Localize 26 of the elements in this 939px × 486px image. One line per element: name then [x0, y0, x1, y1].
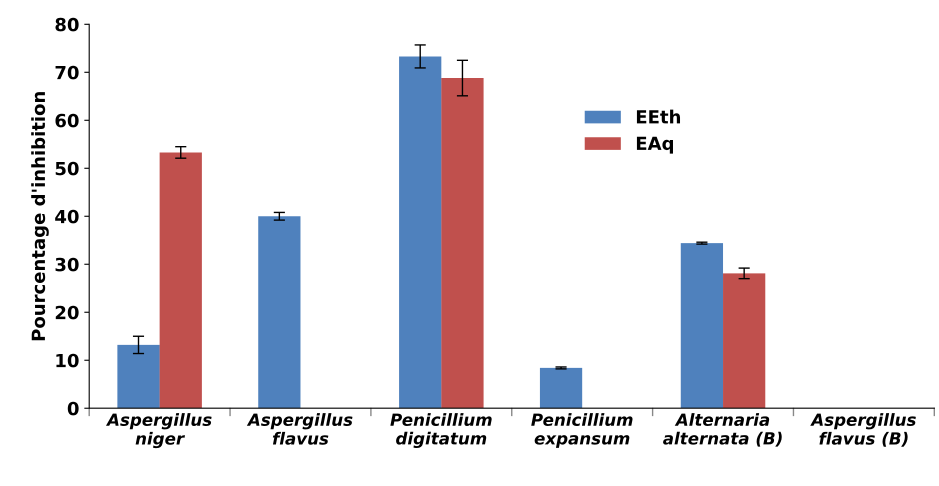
bar [680, 243, 724, 408]
x-tick-label: Penicillium expansum [531, 413, 633, 448]
y-tick-label: 80 [55, 18, 79, 32]
y-tick-label: 0 [68, 402, 79, 416]
bar [441, 78, 484, 408]
y-tick-label: 10 [56, 354, 79, 368]
y-tick-label: 40 [55, 210, 79, 224]
x-tick-label: Aspergillus flavus [246, 413, 352, 445]
y-tick-label: 50 [56, 162, 79, 176]
bar [117, 344, 160, 408]
legend-label: EEth [636, 110, 680, 124]
y-tick-label: 70 [56, 66, 79, 80]
bar [723, 273, 766, 408]
y-axis-title: Pourcentage d'inhibition [31, 92, 49, 340]
x-tick-label: Alternaria alternata (B) [663, 413, 782, 447]
bar [399, 56, 442, 408]
x-tick-label: Aspergillus niger [106, 413, 212, 448]
x-tick-label: Penicillium digitatum [390, 413, 492, 448]
legend-label: EAq [636, 136, 673, 154]
bar [258, 216, 300, 408]
y-tick-label: 30 [56, 258, 79, 272]
bar [160, 152, 202, 408]
y-tick-label: 60 [55, 114, 79, 128]
y-tick-label: 20 [56, 306, 79, 320]
x-tick-label: Aspergillus flavus (B) [810, 413, 916, 447]
bar [540, 368, 582, 408]
